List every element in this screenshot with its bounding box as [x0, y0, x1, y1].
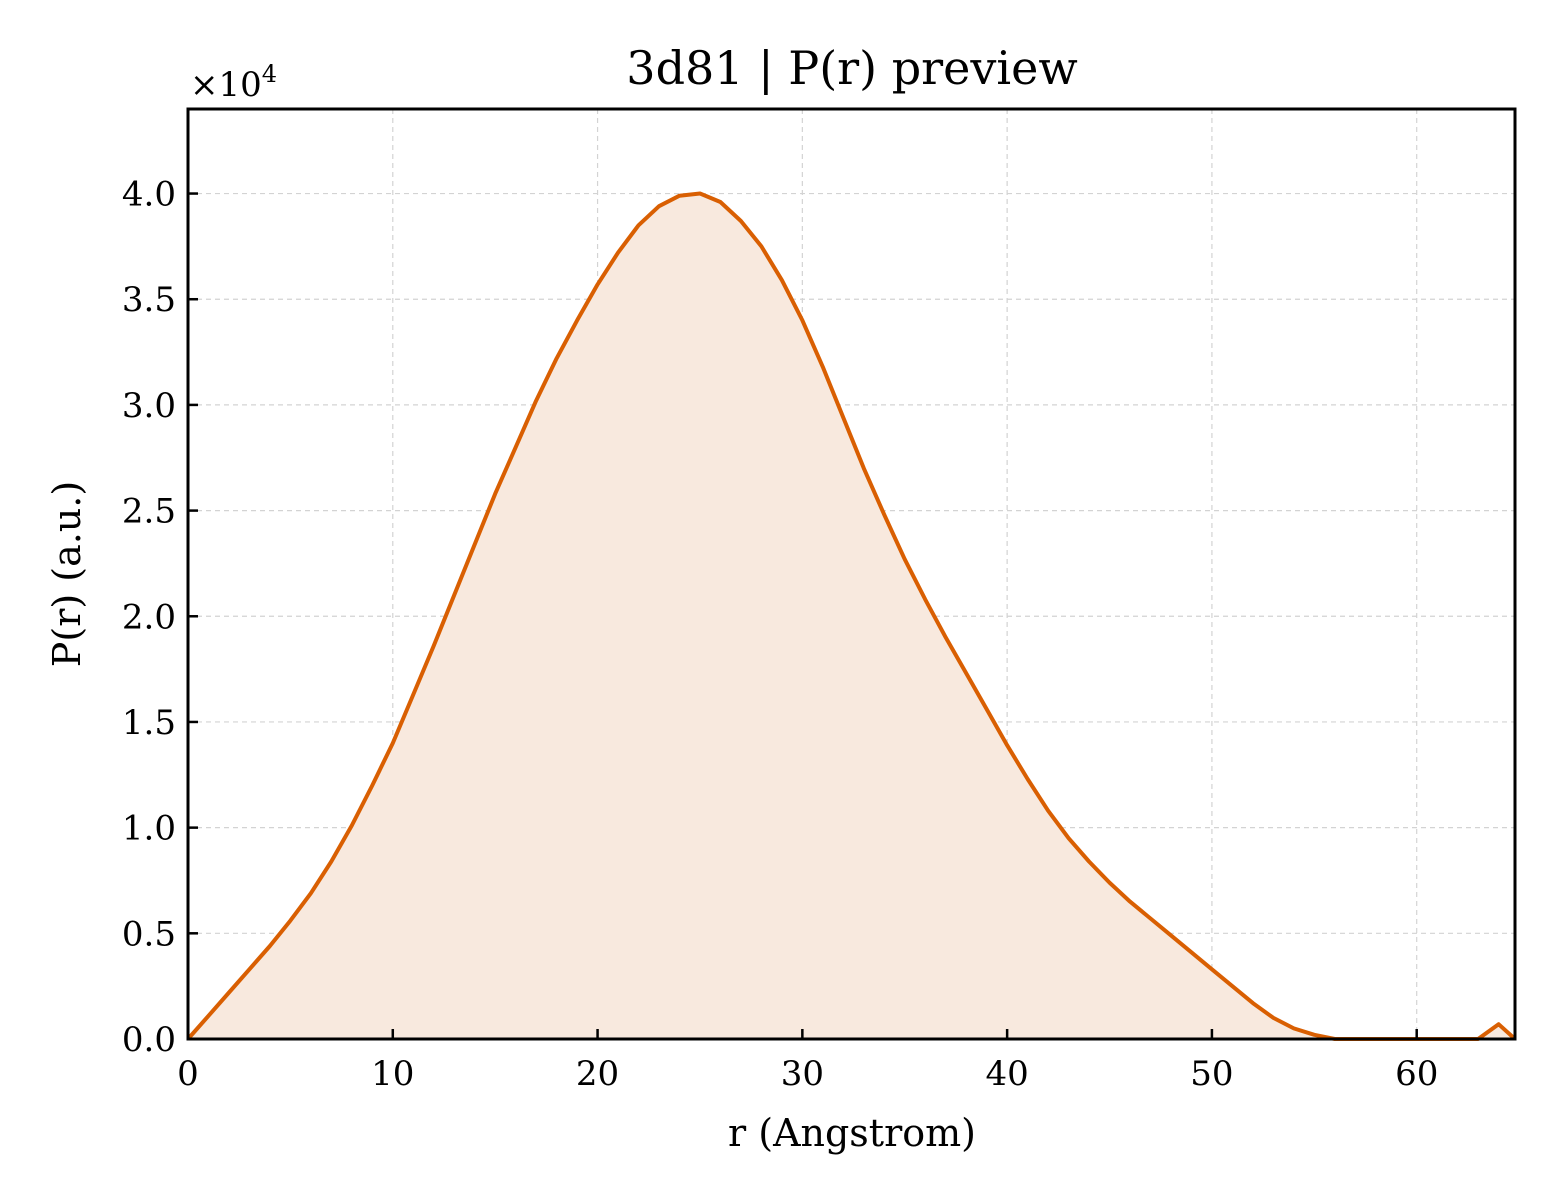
y-tick-label: 0.0	[122, 1020, 176, 1060]
y-axis: 0.0 0.5 1.0 1.5 2.0 2.5 3.0 3.5 4.0	[122, 175, 198, 1060]
x-tick-label: 60	[1395, 1054, 1438, 1094]
x-axis-label: r (Angstrom)	[728, 1111, 976, 1155]
y-tick-label: 3.5	[122, 280, 176, 320]
y-multiplier-exponent: 4	[262, 60, 277, 88]
plot-frame	[186, 107, 1517, 1041]
y-tick-label: 3.0	[122, 386, 176, 426]
y-multiplier: ×104	[190, 60, 277, 105]
y-tick-label: 1.5	[122, 703, 176, 743]
x-tick-label: 50	[1190, 1054, 1233, 1094]
y-tick-label: 2.0	[122, 597, 176, 637]
series-line	[186, 191, 1517, 1041]
y-tick-label: 0.5	[122, 914, 176, 954]
y-axis-label: P(r) (a.u.)	[45, 481, 89, 667]
x-tick-label: 30	[781, 1054, 824, 1094]
y-multiplier-base: ×10	[190, 65, 262, 105]
y-tick-label: 2.5	[122, 492, 176, 532]
y-tick-label: 4.0	[122, 175, 176, 215]
x-tick-label: 40	[986, 1054, 1029, 1094]
x-tick-label: 0	[177, 1054, 199, 1094]
chart-title: 3d81 | P(r) preview	[626, 41, 1077, 95]
x-axis: 0 10 20 30 40 50 60	[177, 1029, 1438, 1094]
area-fill	[188, 193, 1515, 1039]
y-tick-label: 1.0	[122, 809, 176, 849]
x-tick-label: 10	[371, 1054, 414, 1094]
x-tick-label: 20	[576, 1054, 619, 1094]
